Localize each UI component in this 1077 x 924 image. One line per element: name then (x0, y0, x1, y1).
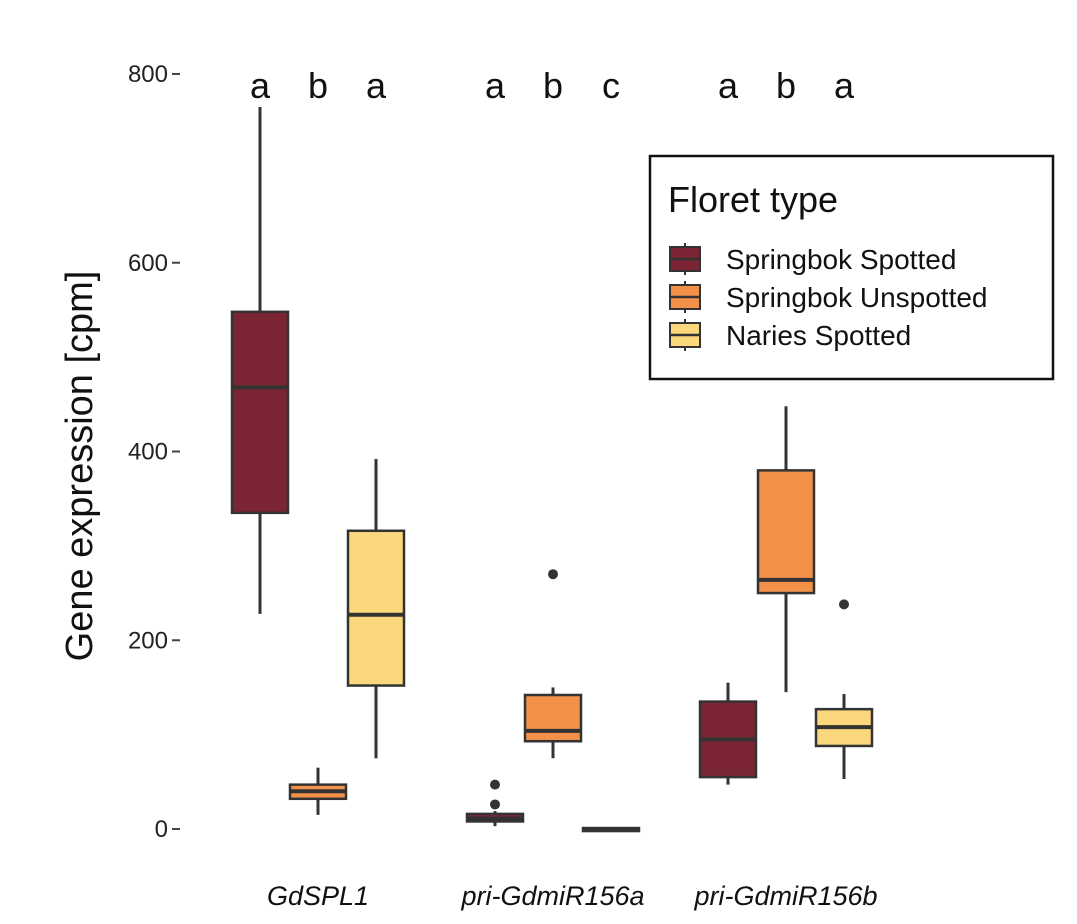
outlier-point (839, 599, 849, 610)
significance-letter: a (366, 65, 387, 106)
box-springbok-spotted-pri-gdmir156a (465, 779, 525, 827)
y-axis-title: Gene expression [cpm] (59, 271, 101, 662)
x-category-label: GdSPL1 (267, 881, 369, 911)
significance-letter: b (543, 65, 563, 106)
outlier-point (490, 779, 500, 790)
legend-frame (648, 154, 1055, 381)
box-naries-spotted-pri-gdmir156b (814, 599, 874, 779)
box-springbok-unspotted-gdspl1 (288, 767, 348, 815)
y-axis: 0 200 400 600 800 (128, 61, 180, 843)
box-springbok-spotted-pri-gdmir156b (698, 682, 758, 785)
plot-area (230, 107, 874, 833)
significance-letter: a (250, 65, 271, 106)
box-body (230, 310, 290, 515)
box-springbok-unspotted-pri-gdmir156b (756, 406, 816, 693)
legend-entry-label: Springbok Unspotted (726, 282, 988, 313)
significance-letter: b (776, 65, 796, 106)
legend-item: Naries Spotted (669, 319, 911, 351)
box-body (756, 469, 816, 595)
box-springbok-spotted-gdspl1 (230, 107, 290, 614)
legend-entry-label: Naries Spotted (726, 320, 911, 351)
y-tick-label: 0 (155, 816, 168, 843)
legend-item: Springbok Unspotted (669, 281, 988, 313)
significance-letter: c (602, 65, 620, 106)
legend-entry-label: Springbok Spotted (726, 244, 956, 275)
significance-letter: a (485, 65, 506, 106)
outlier-point (548, 569, 558, 580)
box-body (346, 529, 406, 687)
box-springbok-unspotted-pri-gdmir156a (523, 569, 583, 759)
box-body (523, 693, 583, 743)
x-category-label: pri-GdmiR156b (693, 881, 877, 911)
x-axis-labels: GdSPL1 pri-GdmiR156a pri-GdmiR156b (267, 881, 878, 911)
legend-title: Floret type (668, 179, 838, 220)
significance-letter: a (834, 65, 855, 106)
y-tick-label: 400 (128, 439, 168, 466)
y-tick-label: 800 (128, 61, 168, 88)
legend-item: Springbok Spotted (669, 243, 956, 275)
y-tick-label: 600 (128, 250, 168, 277)
x-category-label: pri-GdmiR156a (460, 881, 644, 911)
y-tick-label: 200 (128, 627, 168, 654)
significance-letter: a (718, 65, 739, 106)
outlier-point (490, 799, 500, 810)
legend: Floret type Springbok Spotted Springbok U… (648, 154, 1055, 381)
box-naries-spotted-pri-gdmir156a (581, 826, 641, 833)
significance-letter: b (308, 65, 328, 106)
box-naries-spotted-gdspl1 (346, 459, 406, 759)
